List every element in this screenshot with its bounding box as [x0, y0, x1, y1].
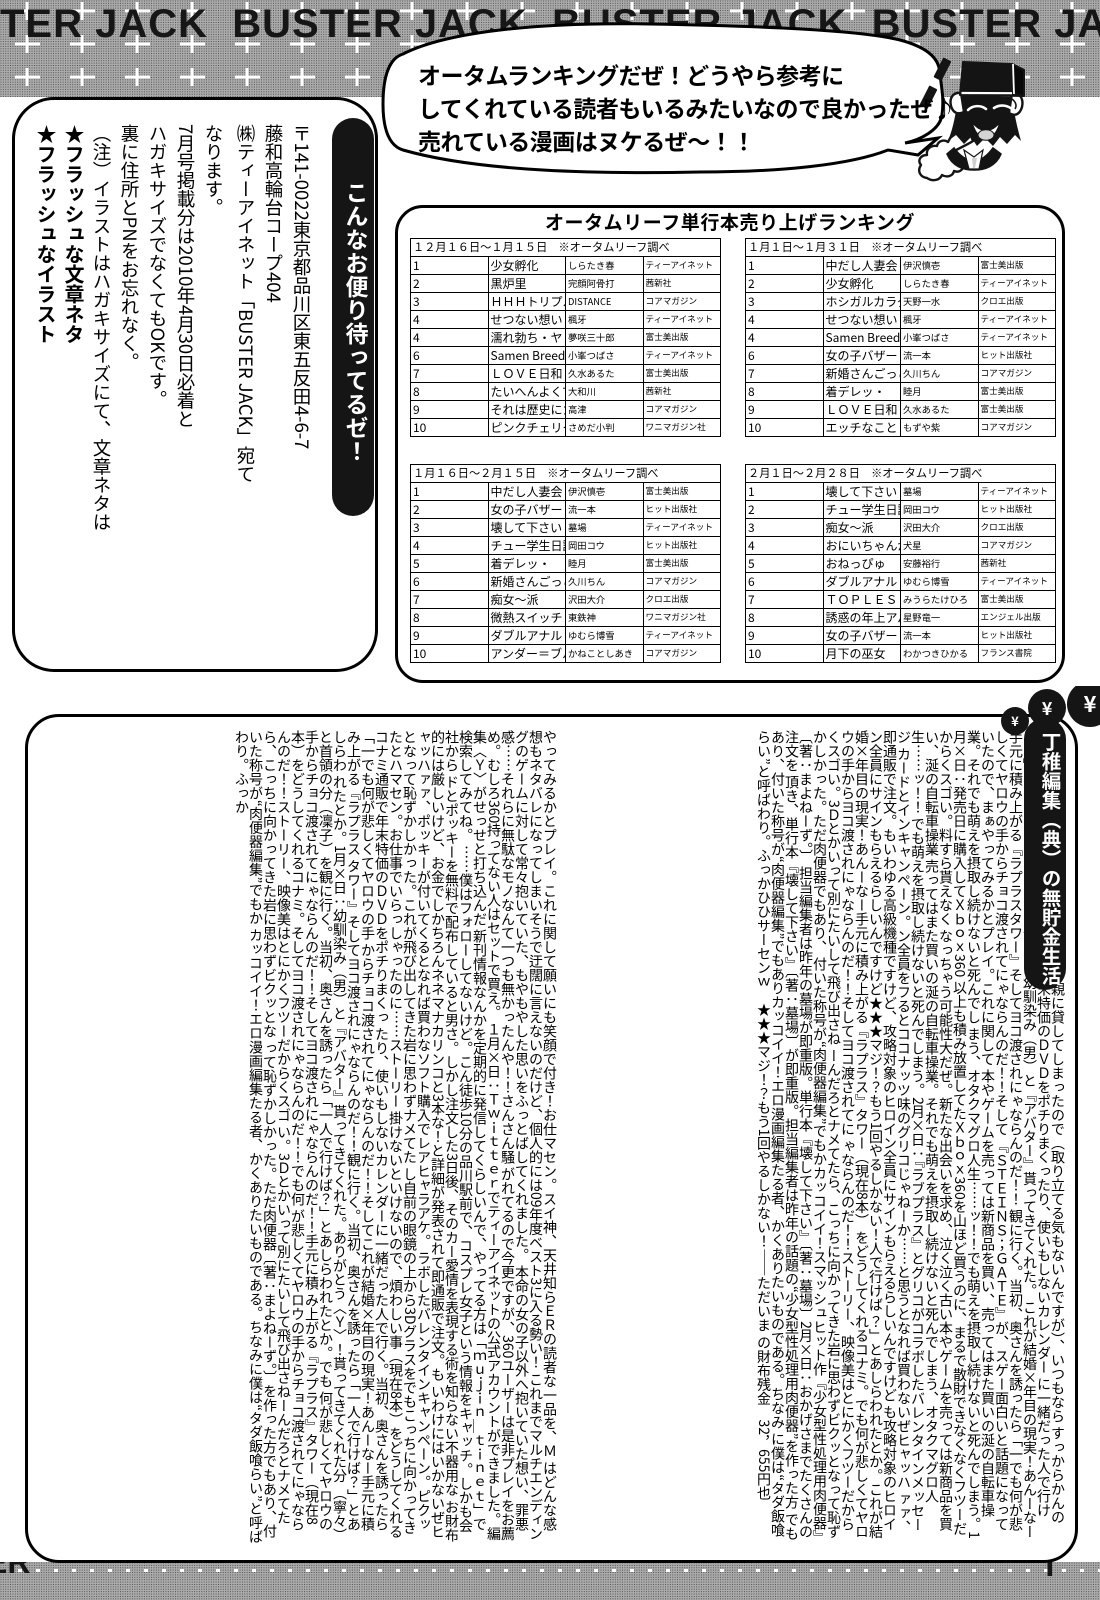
- svg-text:¥: ¥: [1011, 711, 1019, 730]
- svg-text:¥: ¥: [1084, 687, 1097, 719]
